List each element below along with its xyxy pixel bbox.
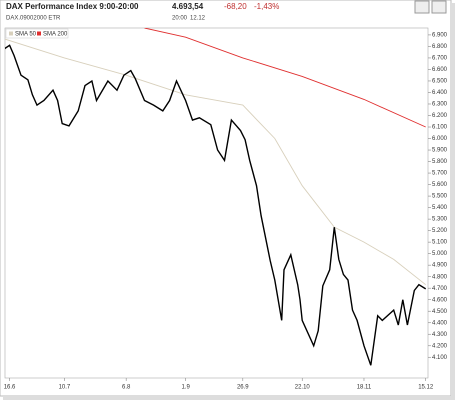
y-tick-label: 4.800 (432, 274, 448, 280)
y-tick-label: 5.000 (432, 251, 448, 257)
y-tick-label: 4.300 (432, 332, 448, 338)
y-tick-label: 5.200 (432, 228, 448, 234)
legend-label: SMA 200 (43, 31, 68, 37)
y-tick-label: 6.500 (432, 79, 448, 85)
x-tick-label: 1.9 (181, 385, 190, 391)
plot-area (4, 27, 429, 379)
y-tick-label: 4.100 (432, 355, 448, 361)
title: DAX Performance Index 9:00-20:00 (6, 2, 139, 11)
y-tick-label: 6.300 (432, 102, 448, 108)
y-tick-label: 6.800 (432, 44, 448, 50)
x-tick-label: 15.12 (418, 385, 434, 391)
change-pct: -1,43% (254, 2, 279, 11)
series-line (5, 44, 427, 366)
legend-label: SMA 50 (15, 31, 37, 37)
shadow (451, 3, 455, 400)
y-tick-label: 6.000 (432, 136, 448, 142)
y-tick-label: 5.700 (432, 171, 448, 177)
y-tick-label: 6.600 (432, 67, 448, 73)
y-tick-label: 4.700 (432, 286, 448, 292)
shadow (3, 396, 455, 400)
y-tick-label: 4.500 (432, 309, 448, 315)
legend-swatch (37, 31, 41, 36)
x-tick-label: 22.10 (295, 385, 311, 391)
x-tick-label: 18.11 (357, 385, 372, 391)
x-tick-label: 10.7 (59, 385, 71, 391)
y-tick-label: 4.600 (432, 297, 448, 303)
series-line (144, 28, 426, 128)
y-tick-label: 5.800 (432, 159, 448, 165)
y-tick-label: 6.200 (432, 113, 448, 119)
y-tick-label: 5.400 (432, 205, 448, 211)
frame (0, 0, 452, 397)
symbol: DAX.09002000 ETR (6, 16, 61, 22)
date: 12.12 (190, 16, 206, 22)
y-tick-label: 5.900 (432, 148, 448, 154)
y-tick-label: 5.600 (432, 182, 448, 188)
y-tick-label: 4.900 (432, 263, 448, 269)
x-tick-label: 6.8 (122, 385, 131, 391)
y-tick-label: 5.300 (432, 217, 448, 223)
settings-button[interactable] (414, 0, 430, 14)
time: 20:00 (172, 16, 188, 22)
y-tick-label: 6.900 (432, 32, 448, 38)
y-tick-label: 6.400 (432, 90, 448, 96)
legend-swatch (9, 31, 13, 36)
price: 4.693,54 (172, 2, 204, 11)
close-button[interactable] (431, 0, 447, 14)
y-tick-label: 6.100 (432, 125, 448, 131)
y-tick-label: 5.100 (432, 240, 448, 246)
series-line (5, 38, 426, 286)
y-tick-label: 4.400 (432, 320, 448, 326)
x-tick-label: 16.6 (4, 385, 16, 391)
x-tick-label: 26.9 (237, 385, 249, 391)
y-tick-label: 6.700 (432, 56, 448, 62)
change: -68,20 (224, 2, 247, 11)
y-tick-label: 4.200 (432, 343, 448, 349)
y-tick-label: 5.500 (432, 194, 448, 200)
